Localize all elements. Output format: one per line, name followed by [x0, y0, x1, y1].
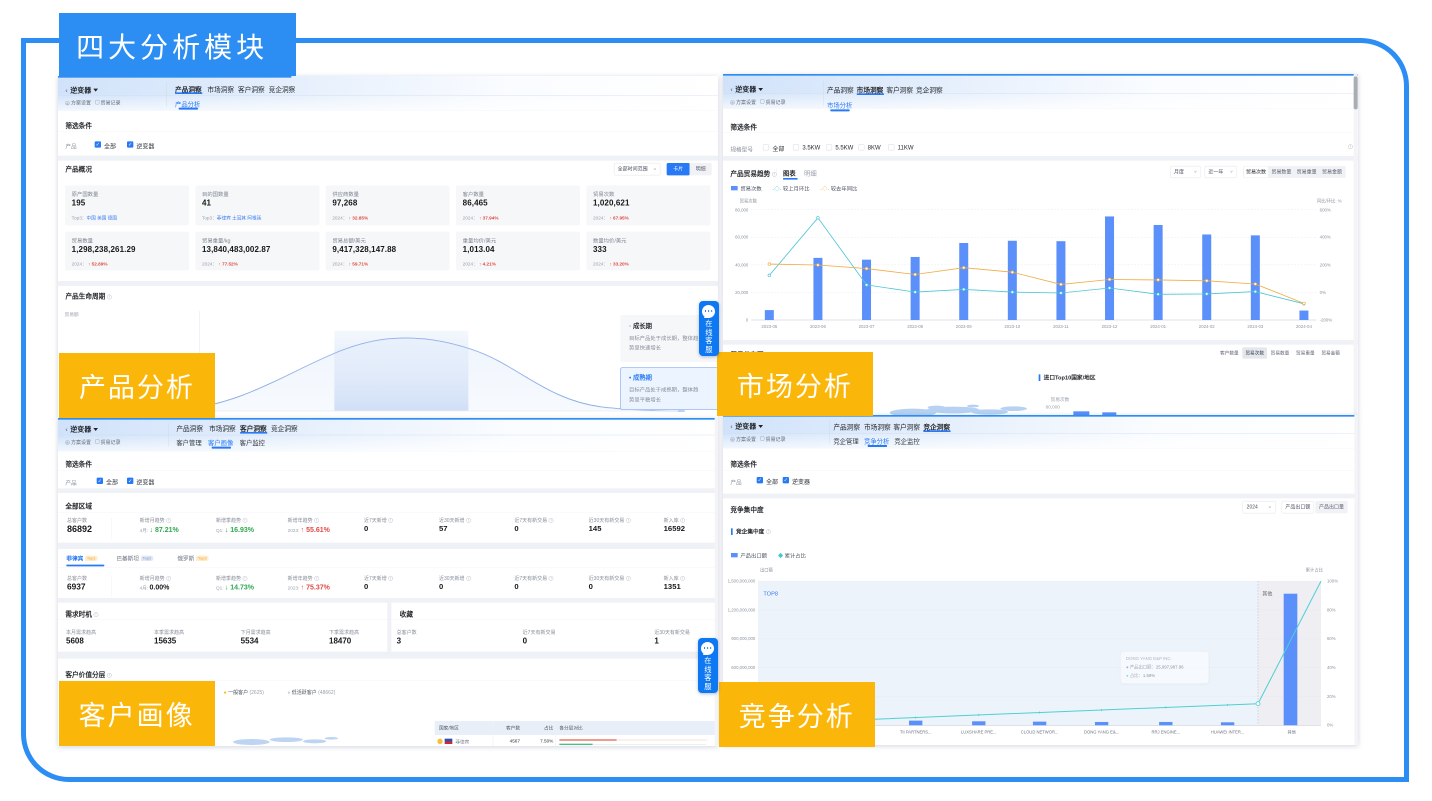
svg-text:HUAWEI INTER...: HUAWEI INTER...	[1211, 729, 1245, 734]
svg-text:0: 0	[746, 317, 749, 322]
svg-text:2023-12: 2023-12	[1101, 323, 1117, 328]
svg-text:0%: 0%	[1319, 289, 1325, 294]
svg-text:同比/环比: %: 同比/环比: %	[1317, 197, 1342, 204]
svg-text:累计占比: 累计占比	[1305, 566, 1323, 573]
svg-text:2024-03: 2024-03	[1247, 323, 1263, 328]
svg-text:RRJ ENGINE...: RRJ ENGINE...	[1151, 729, 1180, 734]
svg-text:60%: 60%	[1327, 636, 1336, 641]
svg-text:CLOUD NETWOR...: CLOUD NETWOR...	[1021, 729, 1059, 734]
svg-text:100%: 100%	[1327, 578, 1338, 583]
svg-text:LUXSHARE PRE...: LUXSHARE PRE...	[961, 729, 997, 734]
svg-text:TOP8: TOP8	[763, 591, 778, 597]
svg-text:600%: 600%	[1319, 207, 1330, 212]
svg-text:60,000: 60,000	[735, 234, 749, 239]
svg-text:2023-06: 2023-06	[810, 323, 826, 328]
svg-text:贸易次数: 贸易次数	[739, 197, 757, 204]
svg-text:出口额: 出口额	[760, 566, 774, 573]
svg-text:900,000,000: 900,000,000	[731, 636, 756, 641]
svg-text:20%: 20%	[1327, 693, 1336, 698]
svg-text:2023-07: 2023-07	[858, 323, 874, 328]
svg-text:其他: 其他	[1262, 590, 1272, 597]
svg-text:80,000: 80,000	[735, 207, 749, 212]
svg-text:40,000: 40,000	[735, 262, 749, 267]
svg-text:40%: 40%	[1327, 664, 1336, 669]
svg-text:0%: 0%	[1327, 722, 1333, 727]
svg-text:DONG YANG E&...: DONG YANG E&...	[1084, 729, 1119, 734]
svg-text:600,000,000: 600,000,000	[731, 664, 756, 669]
svg-text:其他: 其他	[1287, 728, 1295, 734]
svg-text:2024-01: 2024-01	[1150, 323, 1166, 328]
svg-text:2023-11: 2023-11	[1053, 323, 1069, 328]
svg-text:2023-08: 2023-08	[907, 323, 923, 328]
svg-text:2023-09: 2023-09	[956, 323, 972, 328]
svg-text:TII PARTNERS...: TII PARTNERS...	[900, 729, 932, 734]
svg-text:200%: 200%	[1319, 262, 1330, 267]
svg-text:400%: 400%	[1319, 234, 1330, 239]
svg-text:2024-02: 2024-02	[1199, 323, 1215, 328]
svg-text:80%: 80%	[1327, 607, 1336, 612]
svg-text:1,200,000,000: 1,200,000,000	[727, 607, 755, 612]
svg-text:2023-10: 2023-10	[1004, 323, 1020, 328]
svg-text:-200%: -200%	[1319, 317, 1332, 322]
svg-text:2023-05: 2023-05	[761, 323, 777, 328]
svg-text:2024-04: 2024-04	[1296, 323, 1312, 328]
svg-text:20,000: 20,000	[735, 289, 749, 294]
svg-text:1,500,000,000: 1,500,000,000	[727, 578, 755, 583]
